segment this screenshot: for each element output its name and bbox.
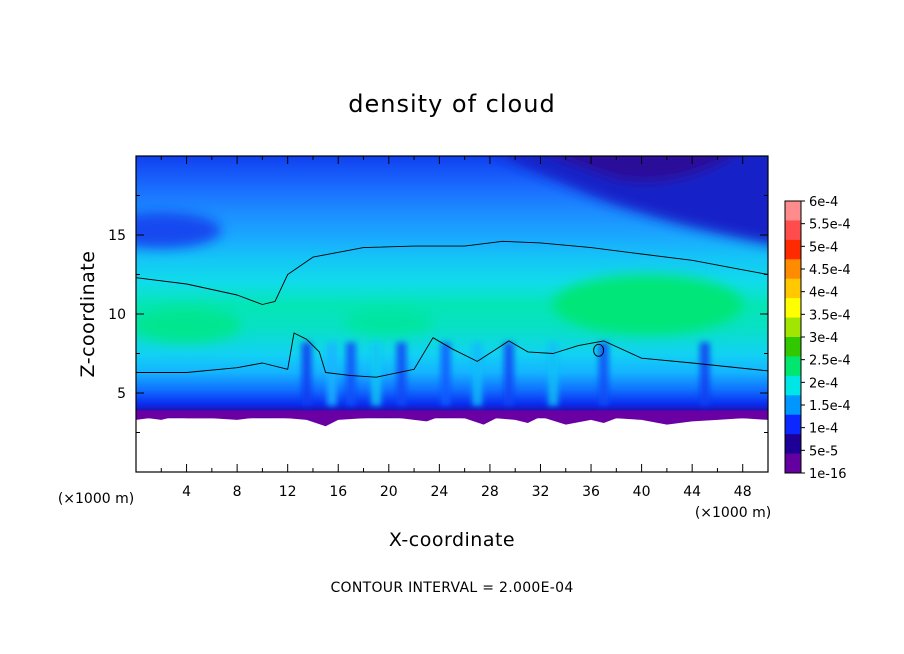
- x-tick-label: 20: [380, 484, 398, 500]
- x-tick-label: 40: [633, 484, 651, 500]
- x-axis: 4 8 12 16 20 24 28 32 36 40 44 48: [160, 156, 752, 500]
- field-upper-darkest-band: [554, 156, 732, 183]
- colorbar-label: 5e-5: [809, 444, 838, 459]
- colorbar-swatch: [785, 356, 801, 377]
- field-left-tongue: [136, 212, 222, 249]
- colorbar-swatch: [785, 395, 801, 416]
- colorbar-label: 2.5e-4: [809, 354, 851, 369]
- colorbar-swatch: [785, 414, 801, 435]
- colorbar-swatch: [785, 201, 801, 221]
- colorbar-swatch: [785, 298, 801, 319]
- colorbar-label: 3e-4: [809, 331, 838, 346]
- field-convective-streak: [345, 342, 356, 406]
- colorbar-swatch: [785, 337, 801, 357]
- colorbar-swatch: [785, 434, 801, 455]
- x-tick-label: 44: [683, 484, 701, 500]
- colorbar-label: 1e-16: [809, 467, 847, 482]
- x-tick-label: 48: [734, 484, 752, 500]
- field-green-core-left: [136, 307, 242, 344]
- colorbar-swatch: [785, 259, 801, 280]
- colorbar-swatch: [785, 453, 801, 474]
- field-convective-streak: [699, 342, 710, 406]
- colorbar-label: 3.5e-4: [809, 308, 851, 323]
- field-green-core-right: [552, 274, 743, 335]
- chart-title: density of cloud: [348, 90, 555, 118]
- plot-area: [136, 156, 768, 472]
- field-convective-streak: [548, 342, 559, 406]
- contour-interval-note: CONTOUR INTERVAL = 2.000E-04: [330, 580, 573, 596]
- colorbar-label: 6e-4: [809, 195, 838, 210]
- colorbar-swatch: [785, 220, 801, 241]
- y-axis: 5 10 15: [108, 195, 768, 433]
- colorbar: 6e-4 5.5e-4 5e-4 4.5e-4 4e-4 3.5e-4 3e-4 2.5e-4…: [784, 195, 851, 482]
- field-convective-streak: [440, 342, 451, 406]
- x-tick-label: 16: [329, 484, 347, 500]
- x-tick-label: 28: [481, 484, 499, 500]
- field-green-core-mid: [343, 307, 434, 336]
- field-convective-streak: [472, 342, 483, 406]
- contour-2e-4-closed-loop: [593, 343, 605, 357]
- colorbar-swatch: [785, 317, 801, 338]
- density-field: [136, 156, 768, 427]
- colorbar-label: 4e-4: [809, 286, 838, 301]
- x-tick-label: 32: [532, 484, 550, 500]
- colorbar-swatch: [785, 278, 801, 299]
- colorbar-label: 5.5e-4: [809, 218, 851, 233]
- field-convective-streak: [503, 342, 514, 406]
- y-axis-title: Z-coordinate: [77, 251, 99, 378]
- y-tick-label: 15: [108, 228, 126, 244]
- field-convective-streak: [598, 342, 609, 406]
- field-convective-streak: [396, 342, 407, 406]
- field-convective-streak: [301, 342, 312, 406]
- contour-2e-4-upper: [136, 240, 768, 305]
- x-unit-label-right: (×1000 m): [695, 505, 771, 521]
- x-tick-label: 24: [430, 484, 448, 500]
- colorbar-label: 4.5e-4: [809, 263, 851, 278]
- colorbar-label: 5e-4: [809, 240, 838, 255]
- colorbar-swatch: [785, 375, 801, 396]
- x-tick-label: 8: [233, 484, 242, 500]
- colorbar-label: 2e-4: [809, 376, 838, 391]
- colorbar-swatch: [785, 239, 801, 260]
- colorbar-label: 1.5e-4: [809, 399, 851, 414]
- contour-2e-4-lower: [136, 332, 768, 378]
- x-unit-label-left: (×1000 m): [58, 491, 134, 507]
- contour-lines: [136, 240, 768, 378]
- field-upper-dark-band: [502, 156, 768, 244]
- x-tick-label: 36: [582, 484, 600, 500]
- field-convective-streak: [326, 342, 337, 406]
- y-tick-label: 5: [117, 386, 126, 402]
- field-convective-streak: [371, 342, 382, 406]
- colorbar-label: 1e-4: [809, 422, 838, 437]
- y-tick-label: 10: [108, 307, 126, 323]
- cloud-base-layer: [136, 410, 768, 427]
- x-tick-label: 12: [279, 484, 297, 500]
- x-axis-title: X-coordinate: [389, 529, 515, 551]
- x-tick-label: 4: [182, 484, 191, 500]
